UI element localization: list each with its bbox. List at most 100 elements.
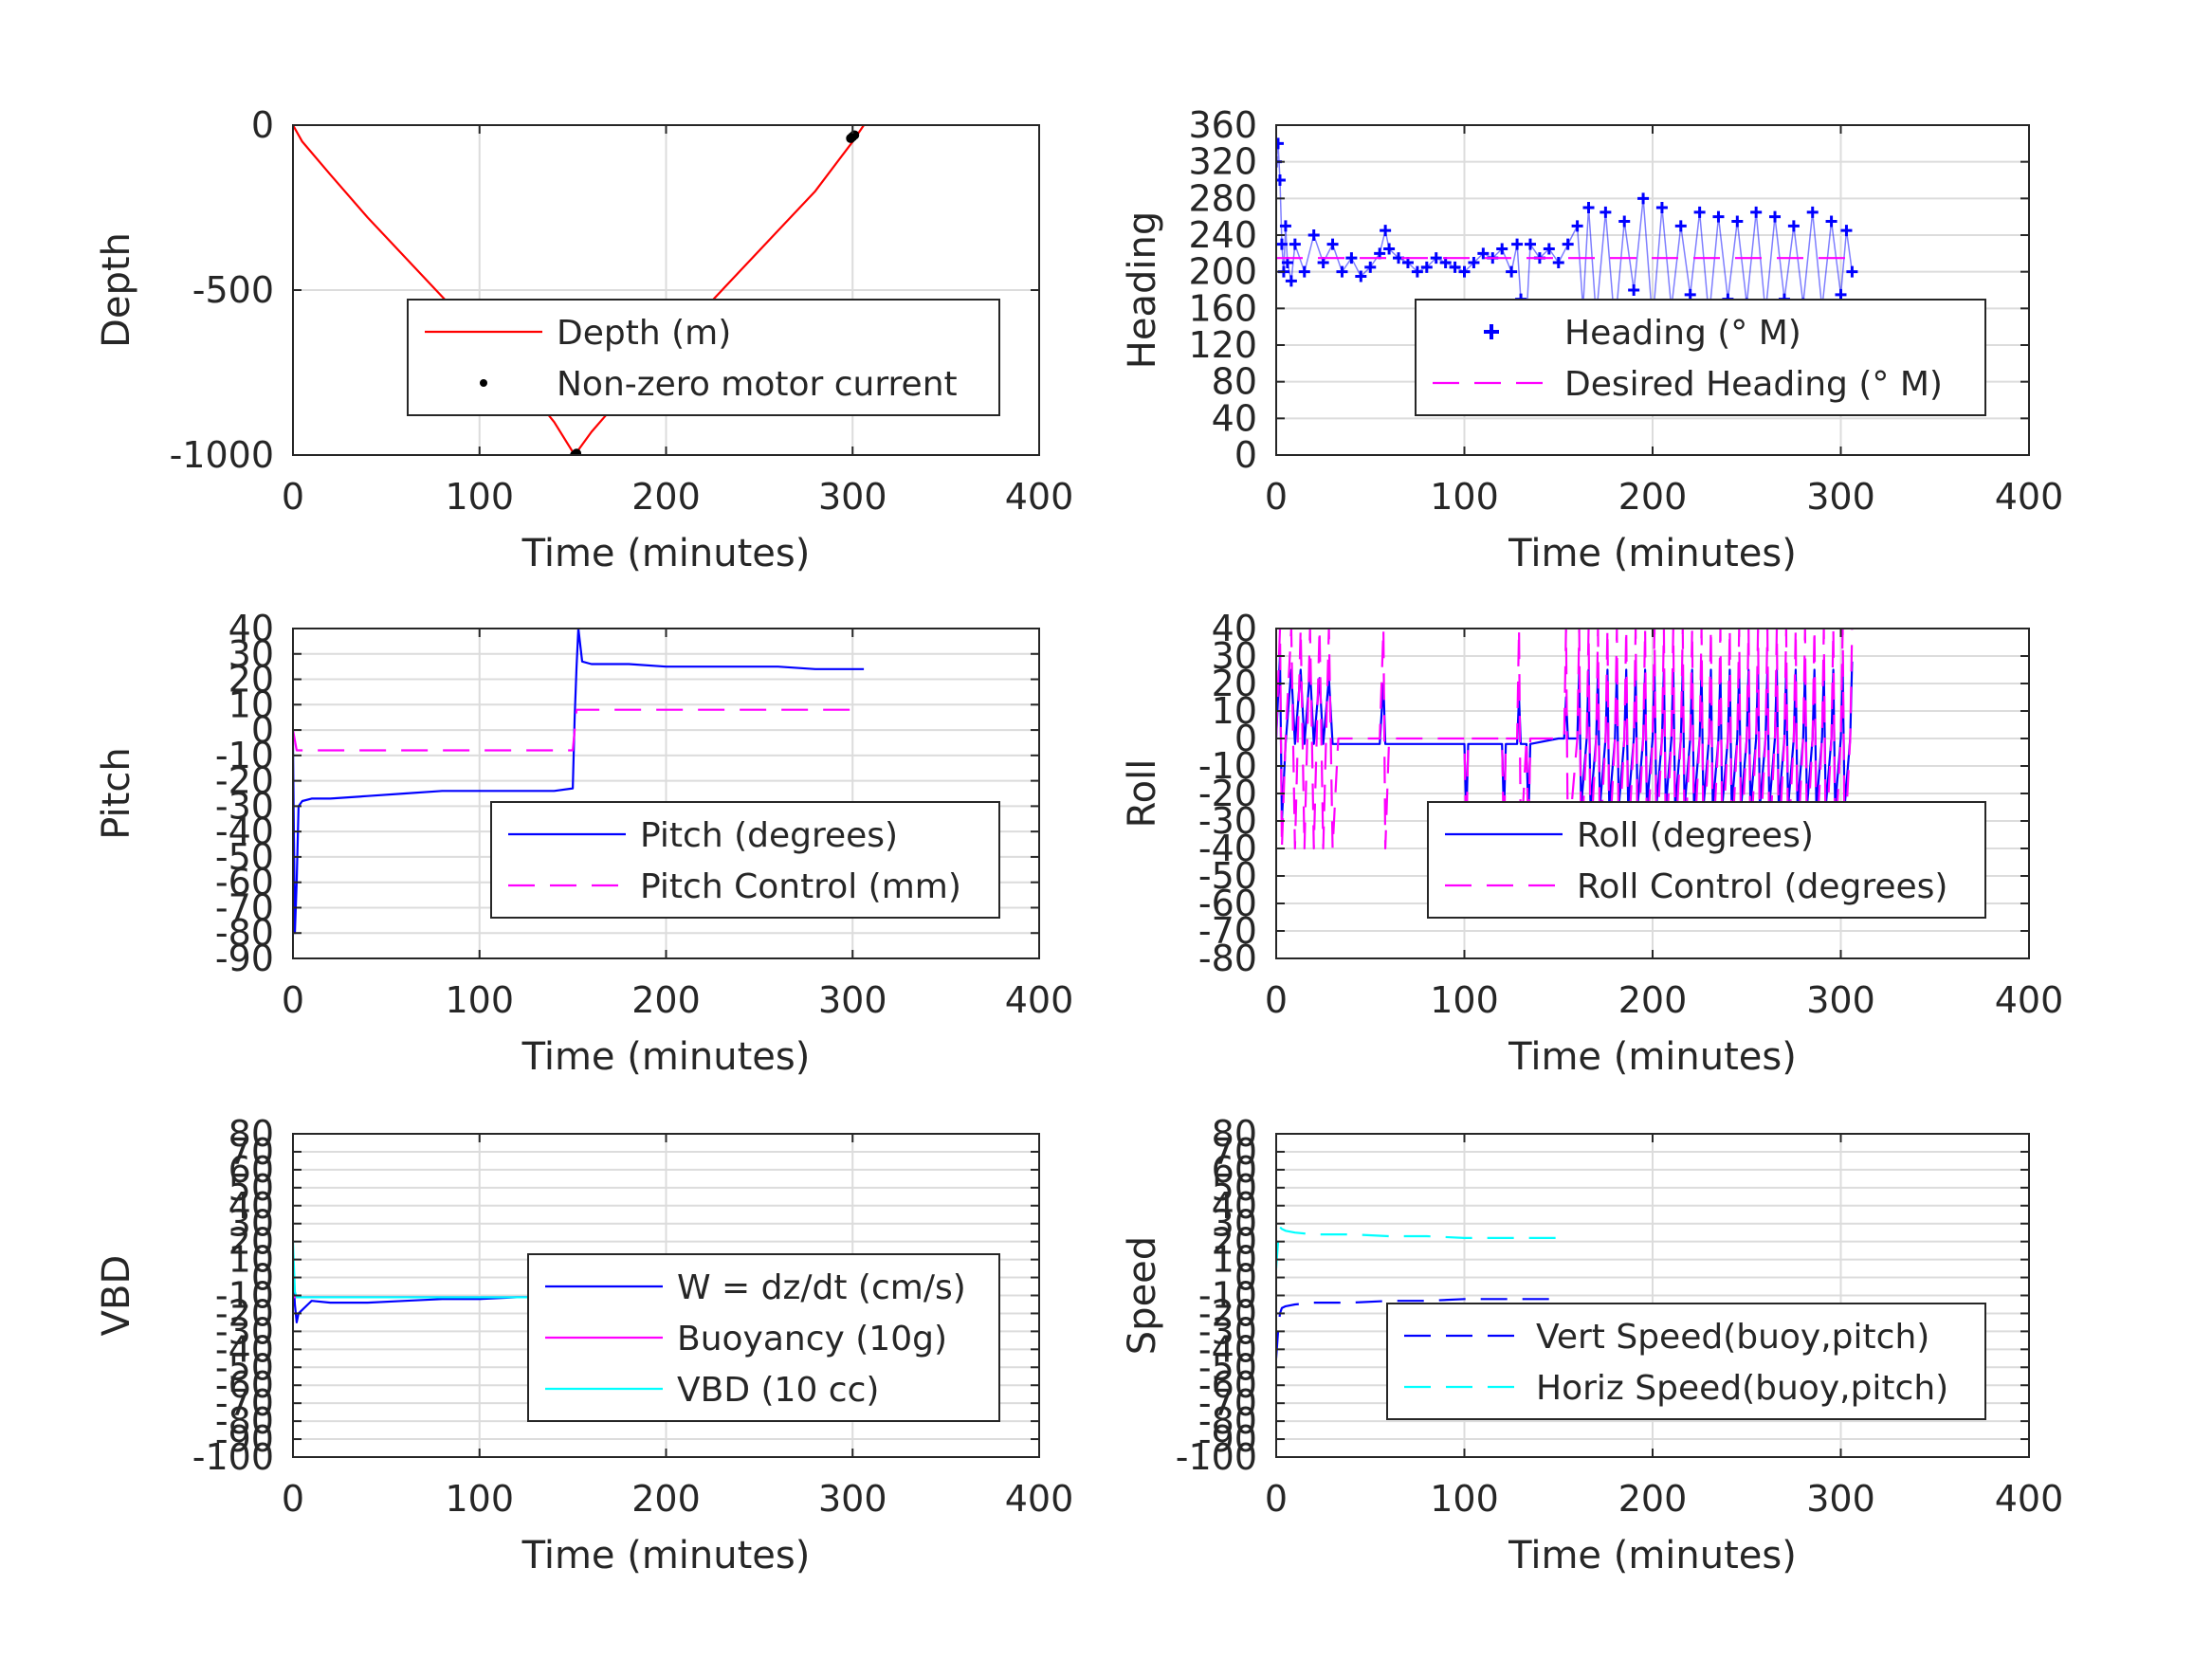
y-tick-label: 40 [229, 608, 274, 649]
legend-box [1427, 801, 1986, 919]
data-point [1383, 243, 1396, 255]
x-tick-label: 400 [1005, 1478, 1074, 1520]
y-tick-label: 80 [229, 1113, 274, 1155]
series-line [1276, 1226, 1559, 1269]
data-point [1524, 238, 1536, 250]
series-2 [1276, 1226, 1559, 1269]
y-tick-label: 20 [229, 659, 274, 701]
legend: Depth (m) Non-zero motor current [407, 299, 1000, 416]
data-point [1552, 257, 1564, 268]
y-tick-label: 0 [1234, 718, 1257, 759]
y-tick-label: -80 [1198, 938, 1257, 979]
x-tick-label: 0 [1265, 1478, 1288, 1520]
data-point [1825, 215, 1837, 228]
legend: Vert Speed(buoy,pitch) Horiz Speed(buoy,p… [1386, 1303, 1986, 1420]
x-tick-label: 300 [1806, 979, 1875, 1021]
y-tick-label: -60 [215, 862, 274, 903]
x-tick-label: 100 [1430, 476, 1499, 518]
x-tick-label: 200 [631, 1478, 701, 1520]
y-tick-label: -70 [215, 1382, 274, 1424]
y-tick-label: -40 [1198, 828, 1257, 869]
x-tick-label: 200 [631, 476, 701, 518]
series-2 [1276, 629, 1854, 850]
data-point [1285, 275, 1297, 287]
y-tick-label: 20 [1212, 1221, 1257, 1263]
data-point [1806, 206, 1819, 218]
y-tick-label: -50 [1198, 1346, 1257, 1388]
x-axis-label: Time (minutes) [521, 532, 811, 575]
y-axis-label: Roll [1121, 759, 1164, 829]
data-point [1511, 238, 1524, 250]
y-tick-label: 40 [1212, 1185, 1257, 1227]
y-tick-label: -100 [192, 1436, 274, 1478]
y-tick-label: 0 [251, 709, 274, 751]
legend-marker [480, 379, 487, 387]
y-tick-label: 50 [229, 1167, 274, 1209]
subplot-1: 0 100 200 300 400 0 -500 -1000 Time (minutes) Dep… [95, 104, 1073, 575]
data-point [1449, 261, 1461, 273]
x-axis-label: Time (minutes) [1508, 532, 1797, 575]
legend: Heading (° M) Desired Heading (° M) [1415, 299, 1986, 416]
x-tick-label: 300 [818, 979, 887, 1021]
series-line [293, 125, 866, 455]
legend-entry: Roll (degrees) [1577, 816, 1814, 855]
data-point [1562, 238, 1574, 250]
y-tick-label: -20 [215, 760, 274, 802]
y-tick-label: -10 [215, 735, 274, 776]
plot-data [293, 629, 865, 935]
y-tick-label: -70 [1198, 1382, 1257, 1424]
y-tick-label: -90 [1198, 1418, 1257, 1460]
y-tick-label: 240 [1188, 214, 1257, 256]
data-point [1712, 210, 1725, 223]
y-tick-label: 70 [229, 1131, 274, 1173]
y-tick-label: -50 [215, 836, 274, 878]
x-tick-label: 200 [1618, 1478, 1688, 1520]
x-tick-label: 300 [818, 476, 887, 518]
y-tick-label: 20 [229, 1221, 274, 1263]
y-tick-label: 40 [229, 1185, 274, 1227]
series-line [1276, 654, 1854, 823]
data-point [1411, 265, 1423, 278]
x-tick-label: 0 [1265, 979, 1288, 1021]
data-point [1543, 243, 1555, 255]
subplot-2: 0 100 200 300 40004080120160200240280320360T… [1121, 104, 2063, 575]
data-point [1571, 220, 1583, 232]
legend-entry: Pitch (degrees) [640, 816, 898, 855]
y-tick-label: 80 [1212, 361, 1257, 403]
series-2 [293, 708, 865, 752]
x-tick-label: 100 [1430, 1478, 1499, 1520]
subplot-6: 0 100 200 300 40080706050403020100-10-20-30-… [1121, 1113, 2063, 1577]
data-point [1477, 247, 1490, 260]
series-line [1276, 629, 1854, 850]
legend-marker [1484, 324, 1499, 339]
y-tick-label: -60 [215, 1364, 274, 1406]
y-tick-label: 30 [1212, 635, 1257, 677]
legend-entry: W = dz/dt (cm/s) [677, 1268, 966, 1307]
legend-entry: Heading (° M) [1564, 314, 1801, 353]
x-tick-label: 400 [1995, 1478, 2064, 1520]
data-point [1618, 215, 1631, 228]
legend-box [490, 801, 1000, 919]
subplot-4: 0 100 200 300 400403020100-10-20-30-40-50-60… [1121, 608, 2063, 1079]
y-tick-label: 30 [229, 1203, 274, 1245]
y-axis-label: Pitch [95, 747, 138, 839]
y-tick-label: -50 [1198, 855, 1257, 897]
y-tick-label: -90 [215, 938, 274, 979]
y-tick-label: 10 [1212, 690, 1257, 732]
data-point [1846, 265, 1858, 278]
y-tick-label: -500 [192, 269, 274, 311]
y-tick-label: -10 [215, 1275, 274, 1317]
x-tick-label: 100 [445, 979, 514, 1021]
y-tick-label: -70 [1198, 910, 1257, 952]
plot-data [1276, 629, 1854, 850]
data-point [572, 448, 582, 455]
data-point [1655, 202, 1668, 213]
y-tick-label: -50 [215, 1346, 274, 1388]
x-tick-label: 200 [1618, 979, 1688, 1021]
y-tick-label: -80 [215, 912, 274, 954]
y-tick-label: 10 [1212, 1239, 1257, 1281]
x-axis-label: Time (minutes) [1508, 1534, 1797, 1577]
x-tick-label: 0 [282, 476, 304, 518]
series-1 [293, 629, 865, 935]
data-point [1458, 265, 1471, 278]
